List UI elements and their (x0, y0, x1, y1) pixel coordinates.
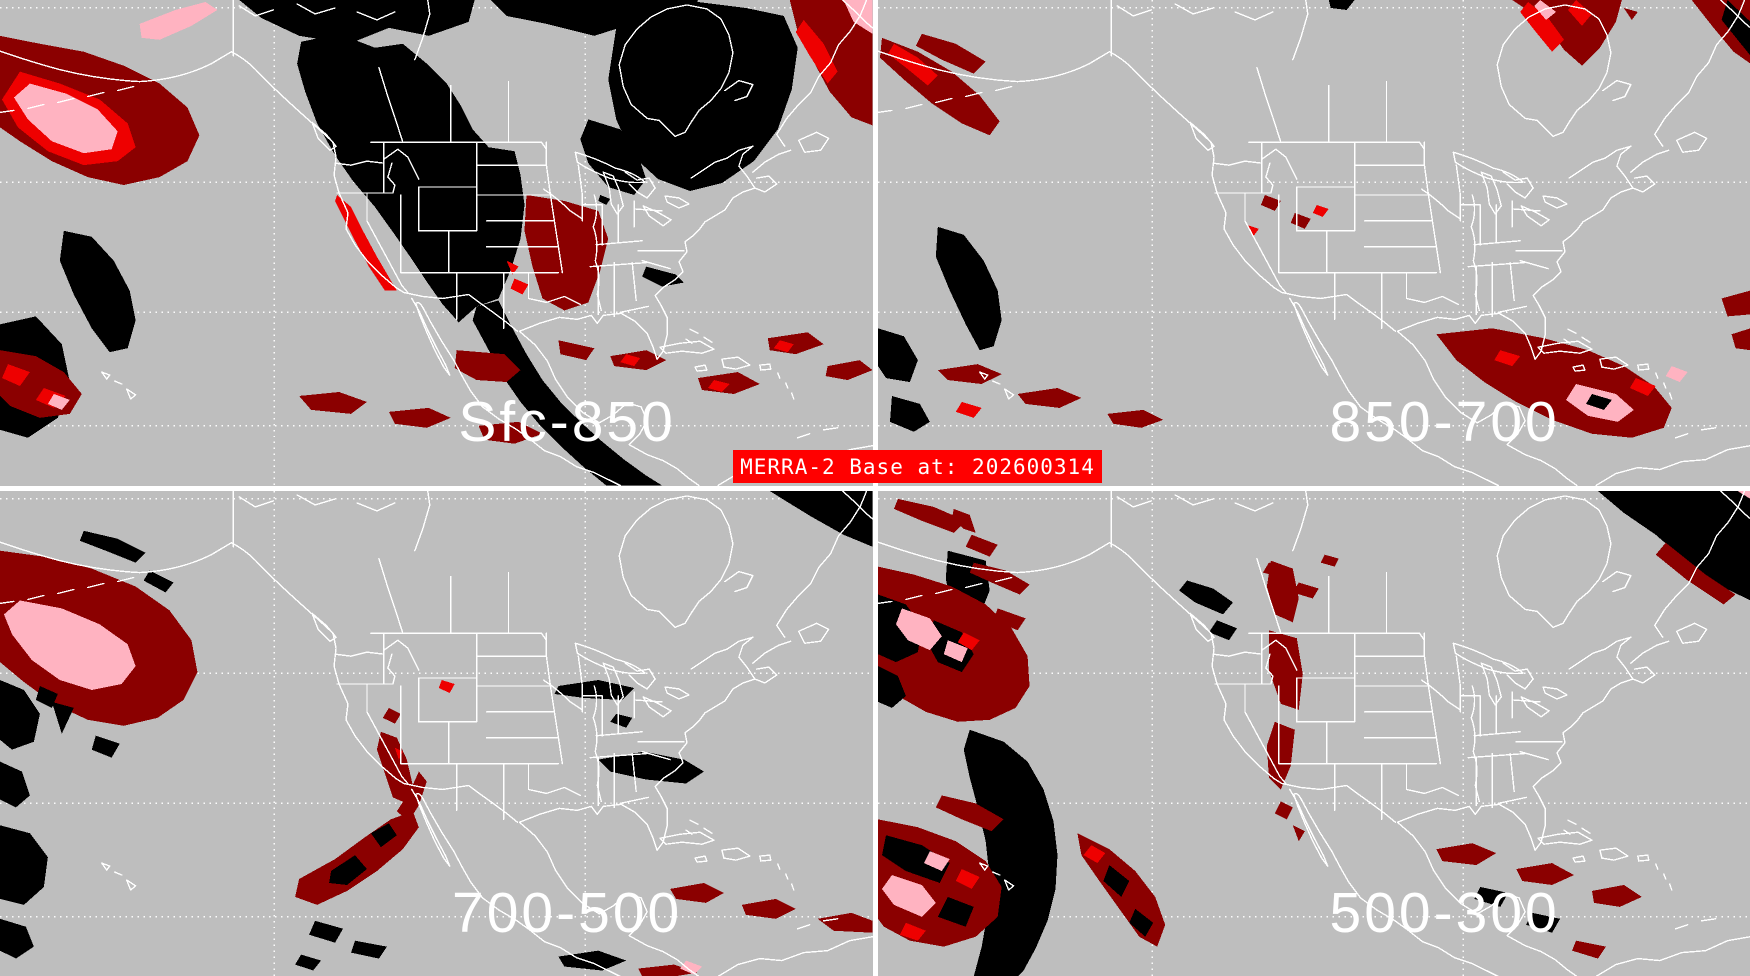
panel-label-850-700: 850-700 (1329, 390, 1560, 454)
panel-label-sfc-850: Sfc-850 (458, 390, 676, 454)
panel-label-500-300: 500-300 (1329, 880, 1560, 945)
panel-500-300: 500-300 (877, 490, 1750, 976)
overlay-500-300 (877, 490, 1750, 976)
panel-sfc-850: Sfc-850 (0, 0, 873, 486)
panel-700-500: 700-500 (0, 490, 873, 976)
overlay-sfc-850 (0, 0, 873, 486)
overlay-850-700 (877, 0, 1750, 438)
map-700-500 (0, 490, 873, 976)
banner-text: MERRA-2 Base at: 202600314 (740, 454, 1095, 479)
map-850-700 (877, 0, 1750, 486)
panel-label-700-500: 700-500 (452, 880, 683, 945)
panel-850-700: 850-700 (877, 0, 1750, 486)
map-500-300 (877, 490, 1750, 976)
banner: MERRA-2 Base at: 202600314 (733, 450, 1102, 483)
map-sfc-850 (0, 0, 873, 486)
overlay-700-500 (0, 490, 873, 976)
